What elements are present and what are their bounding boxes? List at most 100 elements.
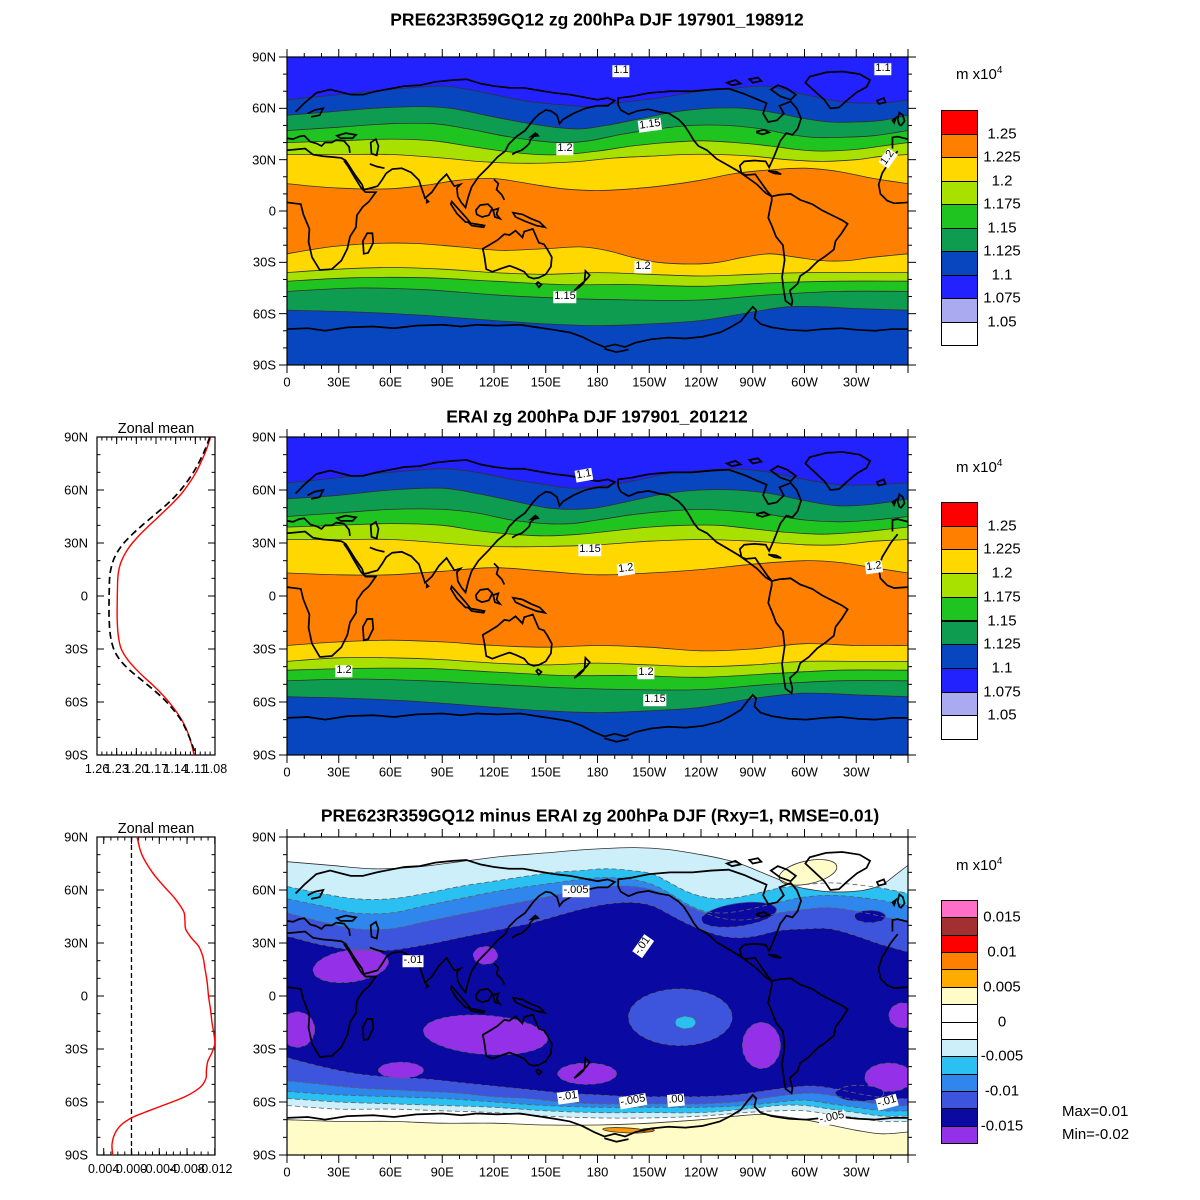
contour-label-chip: 1.15 (578, 543, 602, 556)
contour-blob (378, 1062, 423, 1078)
colorbar-label: 1.125 (983, 635, 1021, 653)
colorbar-box (941, 549, 978, 575)
contour-blob (287, 1012, 315, 1047)
lat-tick-label: 30N (64, 535, 88, 551)
contour-blob (742, 1023, 780, 1069)
contour-band (287, 1114, 908, 1155)
contour-line (287, 154, 908, 163)
contour-line (287, 539, 908, 547)
lon-tick-label: 30E (327, 1164, 351, 1180)
lon-tick-label: 60W (791, 1164, 818, 1180)
colorbar-label: -0.015 (980, 1117, 1024, 1135)
contour-line (287, 886, 908, 930)
contour-blob (422, 1011, 549, 1058)
lon-tick-label: 150W (632, 1164, 667, 1180)
zonal-title-diff: Zonal mean (117, 821, 195, 837)
lat-tick-label: 60N (252, 482, 276, 498)
colorbar-box (941, 952, 978, 971)
contour-blob (889, 1003, 908, 1028)
colorbar-label: 1.175 (983, 195, 1021, 213)
zonal-series-model-minus-erai (111, 837, 215, 1155)
contour-line (287, 1099, 908, 1117)
lat-tick-label: 60N (64, 882, 88, 898)
colorbar-label: 1.125 (983, 242, 1021, 260)
panel-title-erai: ERAI zg 200hPa DJF 197901_201212 (446, 406, 748, 427)
contour-line (287, 1091, 908, 1111)
lat-tick-label: 60S (64, 694, 88, 710)
colorbar-box (941, 298, 978, 323)
colorbar-box (941, 691, 978, 717)
colorbar-label: 0.01 (987, 943, 1017, 961)
colorbar-label: 1.15 (987, 219, 1017, 236)
zonal-x-label: 1.08 (202, 762, 228, 776)
lat-tick-label: 30N (64, 935, 88, 951)
contour-label-chip: 1.2 (335, 664, 353, 677)
colorbar-label: 1.05 (987, 313, 1017, 330)
lon-tick-label: 120E (478, 1164, 510, 1180)
contour-line (287, 139, 908, 155)
colorbar-label: 1.05 (987, 706, 1017, 724)
colorbar-label: 1.225 (983, 540, 1021, 558)
zonal-x-label: 0.000 (115, 1162, 148, 1176)
contour-line (287, 668, 908, 677)
lat-tick-label: 90N (252, 829, 276, 845)
lon-tick-label: 150E (530, 764, 561, 780)
lon-tick-label: 60E (378, 764, 403, 780)
lat-tick-label: 30N (252, 535, 276, 551)
coast-use-wrap (876, 70, 908, 354)
contour-blob (854, 910, 885, 922)
contour-line (287, 488, 908, 509)
colorbar-box (941, 321, 978, 346)
colorbar-box (941, 133, 978, 158)
contour-line (287, 288, 908, 300)
lon-tick-label: 0 (283, 1164, 291, 1180)
lon-tick-label: 150E (530, 1164, 561, 1180)
lat-tick-label: 30N (252, 152, 276, 168)
zonal-x-label: 1.23 (104, 762, 129, 776)
lon-tick-label: 60E (378, 1164, 403, 1180)
colorbar-label: 1.1 (991, 659, 1013, 677)
colorbar-label: 1.075 (983, 683, 1021, 701)
plots-layer (96, 49, 916, 1163)
coast-use-wrap (876, 851, 908, 1143)
colorbar-box (941, 986, 978, 1006)
contour-blob (558, 1063, 617, 1084)
contour-label-chip: -.01 (402, 954, 424, 967)
contour-line (287, 107, 908, 129)
contour-band (287, 306, 908, 365)
stat-min: Min=-0.02 (1062, 1126, 1130, 1143)
zonal-x-label: 1.11 (183, 762, 208, 776)
colorbar-box (941, 502, 978, 527)
lon-tick-label: 60E (378, 374, 403, 390)
contour-blob (675, 1016, 696, 1028)
colorbar-box (941, 1021, 978, 1040)
lon-tick-label: 120W (684, 374, 718, 390)
contour-line (287, 306, 908, 325)
lat-tick-label: 0 (80, 988, 88, 1004)
zonal-curves (108, 437, 212, 755)
lon-tick-label: 120E (478, 374, 510, 390)
contour-band (287, 693, 908, 755)
colorbar-box (941, 157, 978, 182)
zonal-frame (96, 836, 216, 1156)
lon-tick-label: 30W (842, 764, 870, 780)
contour-label-chip: .00 (666, 1092, 686, 1107)
contour-line (287, 1106, 908, 1122)
colorbar-box (941, 969, 978, 988)
colorbar-box (941, 251, 978, 276)
lat-tick-label: 60S (252, 1094, 276, 1110)
lon-tick-label: 180 (586, 764, 609, 780)
colorbar-label: 1.175 (983, 588, 1021, 606)
colorbar-box (941, 1056, 978, 1075)
map-model (287, 57, 908, 365)
lat-tick-label: 90N (252, 49, 276, 65)
colorbar-box (941, 715, 978, 740)
lon-tick-label: 90E (430, 374, 454, 390)
lat-tick-label: 30S (64, 1041, 88, 1057)
colorbar-label: 1.225 (983, 148, 1021, 166)
zonal-series-model (116, 437, 212, 755)
lat-tick-label: 30S (252, 1041, 276, 1057)
colorbar-label: 1.075 (983, 289, 1021, 307)
zonal-x-label: -0.008 (169, 1162, 205, 1176)
lon-tick-label: 150E (530, 374, 561, 390)
